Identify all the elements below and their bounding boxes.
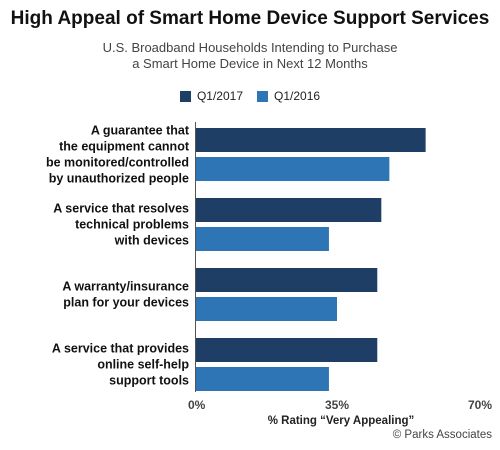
category-label-line: online self-help	[97, 358, 189, 372]
bar-q1-2016-cat-4	[196, 367, 329, 391]
category-label-line: A guarantee that	[91, 124, 190, 138]
x-axis-title: % Rating “Very Appealing”	[268, 415, 415, 427]
subtitle-line-2: a Smart Home Device in Next 12 Months	[132, 56, 368, 71]
chart-subtitle: U.S. Broadband Households Intending to P…	[60, 40, 440, 72]
bar-q1-2017-cat-2	[196, 198, 382, 222]
category-label-4: A service that provides online self-help s…	[52, 342, 189, 388]
legend-item-series-2: Q1/2016	[257, 89, 320, 103]
category-label-line: be monitored/controlled	[46, 156, 189, 170]
category-label-1: A guarantee that the equipment cannot be m…	[46, 124, 190, 186]
category-label-3: A warranty/insurance plan for your device…	[62, 280, 189, 310]
legend-item-series-1: Q1/2017	[179, 89, 243, 103]
category-label-line: by unauthorized people	[49, 172, 189, 186]
chart-legend: Q1/2017 Q1/2016	[0, 89, 500, 103]
x-tick-label-3: 70%	[468, 398, 492, 412]
subtitle-line-1: U.S. Broadband Households Intending to P…	[102, 40, 398, 55]
x-tick-label-1: 0%	[188, 398, 206, 412]
legend-swatch-series-1	[179, 90, 191, 102]
bar-q1-2016-cat-3	[196, 297, 337, 321]
category-label-line: A service that resolves	[53, 202, 189, 216]
legend-label-series-2: Q1/2016	[274, 89, 321, 103]
category-label-line: plan for your devices	[63, 296, 189, 310]
category-label-line: support tools	[109, 374, 189, 388]
bar-q1-2016-cat-1	[196, 157, 390, 181]
category-label-line: A service that provides	[52, 342, 189, 356]
legend-label-series-1: Q1/2017	[196, 89, 243, 103]
category-label-2: A service that resolves technical problem…	[53, 202, 189, 248]
chart-title: High Appeal of Smart Home Device Support…	[10, 8, 490, 29]
bar-q1-2016-cat-2	[196, 227, 329, 251]
category-label-line: the equipment cannot	[59, 140, 190, 154]
category-label-line: A warranty/insurance	[62, 280, 189, 294]
legend-swatch-series-2	[257, 90, 268, 102]
category-label-line: technical problems	[75, 218, 189, 232]
bar-q1-2017-cat-4	[196, 338, 378, 362]
bar-q1-2017-cat-3	[196, 268, 378, 292]
bar-q1-2017-cat-1	[196, 128, 426, 152]
category-label-line: with devices	[114, 234, 189, 248]
x-tick-label-2: 35%	[325, 398, 349, 412]
source-credit: © Parks Associates	[392, 429, 492, 441]
